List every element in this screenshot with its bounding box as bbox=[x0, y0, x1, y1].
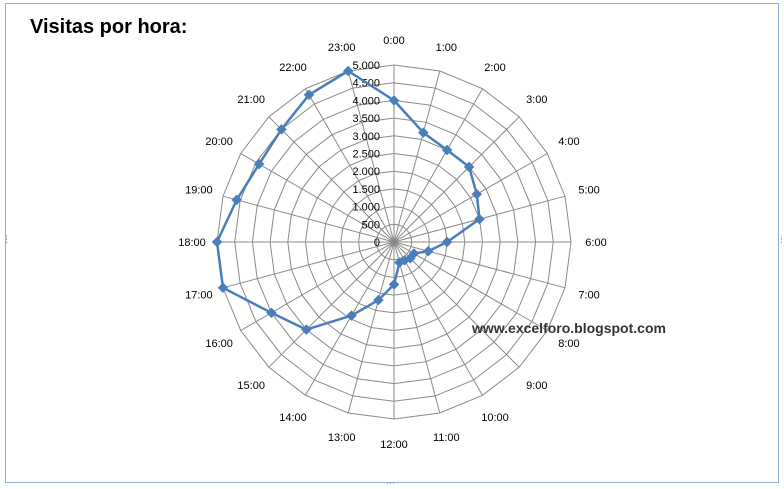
radial-axis-line bbox=[305, 88, 395, 243]
category-label: 23:00 bbox=[328, 42, 356, 54]
category-label: 19:00 bbox=[185, 185, 213, 197]
value-tick-label: 500 bbox=[362, 219, 380, 231]
radial-axis-line bbox=[393, 241, 520, 368]
radial-axis-line bbox=[347, 241, 395, 414]
radial-axis-line bbox=[268, 241, 395, 368]
chart-title: Visitas por hora: bbox=[30, 16, 188, 38]
radial-axis-line bbox=[393, 241, 483, 396]
data-point-marker bbox=[441, 236, 453, 248]
category-label: 12:00 bbox=[380, 439, 408, 451]
data-point-marker bbox=[471, 188, 483, 200]
data-point-marker bbox=[441, 144, 453, 156]
data-point-marker bbox=[231, 194, 243, 206]
category-label: 7:00 bbox=[578, 289, 599, 301]
category-label: 2:00 bbox=[484, 62, 505, 74]
category-label: 0:00 bbox=[383, 35, 404, 47]
category-label: 6:00 bbox=[585, 237, 606, 249]
category-label: 20:00 bbox=[205, 136, 233, 148]
category-label: 16:00 bbox=[205, 338, 233, 350]
resize-handle-bottom[interactable]: ⋯ bbox=[386, 479, 395, 489]
category-label: 1:00 bbox=[436, 42, 457, 54]
category-label: 8:00 bbox=[558, 338, 579, 350]
radial-axis-line bbox=[393, 241, 548, 331]
radial-axis-line bbox=[393, 153, 548, 243]
data-point-marker bbox=[394, 257, 405, 268]
radial-axis-line bbox=[393, 70, 441, 243]
radial-axis-line bbox=[393, 116, 520, 243]
data-point-marker bbox=[217, 282, 229, 294]
radial-axis-line bbox=[222, 241, 395, 289]
value-tick-label: 0 bbox=[374, 237, 380, 249]
category-label: 18:00 bbox=[178, 237, 206, 249]
data-point-marker bbox=[417, 127, 429, 138]
category-label: 3:00 bbox=[526, 94, 547, 106]
resize-handle-left[interactable]: ⋮ bbox=[2, 235, 11, 245]
value-tick-label: 1.500 bbox=[352, 184, 380, 196]
radial-axis-line bbox=[347, 70, 395, 243]
data-point-marker bbox=[342, 65, 354, 77]
data-point-marker bbox=[276, 124, 287, 135]
value-tick-label: 3.000 bbox=[352, 131, 380, 143]
data-point-marker bbox=[422, 245, 434, 257]
series-line bbox=[215, 69, 481, 331]
category-label: 22:00 bbox=[279, 62, 307, 74]
value-tick-label: 3.500 bbox=[352, 113, 380, 125]
radial-axis-line bbox=[268, 116, 395, 243]
data-point-marker bbox=[266, 307, 277, 319]
data-point-marker bbox=[388, 279, 400, 290]
data-point-marker bbox=[303, 89, 315, 101]
data-point-marker bbox=[474, 213, 485, 225]
resize-handle-right[interactable]: ⋮ bbox=[777, 235, 784, 245]
data-point-marker bbox=[388, 95, 400, 106]
category-label: 15:00 bbox=[237, 380, 265, 392]
radial-axis-line bbox=[240, 241, 395, 331]
category-label: 4:00 bbox=[558, 136, 579, 148]
category-label: 13:00 bbox=[328, 432, 356, 444]
radial-axis-line bbox=[393, 241, 441, 414]
radial-axis-line bbox=[240, 153, 395, 243]
category-label: 9:00 bbox=[526, 380, 547, 392]
radial-axis-line bbox=[222, 195, 395, 243]
radial-axis-line bbox=[393, 241, 566, 289]
value-tick-label: 5.000 bbox=[352, 60, 380, 72]
category-label: 14:00 bbox=[279, 412, 307, 424]
value-tick-label: 1.000 bbox=[352, 202, 380, 214]
category-label: 21:00 bbox=[237, 94, 265, 106]
category-label: 17:00 bbox=[185, 289, 213, 301]
data-point-marker bbox=[301, 324, 312, 335]
data-point-marker bbox=[373, 294, 384, 306]
category-label: 10:00 bbox=[481, 412, 509, 424]
value-tick-label: 2.500 bbox=[352, 149, 380, 161]
radial-axis-line bbox=[393, 88, 483, 243]
data-point-marker bbox=[463, 161, 475, 173]
data-point-marker bbox=[346, 310, 357, 321]
value-tick-label: 4.000 bbox=[352, 95, 380, 107]
watermark-text: www.excelforo.blogspot.com bbox=[472, 320, 666, 336]
data-point-marker bbox=[253, 158, 265, 170]
category-label: 11:00 bbox=[433, 432, 460, 444]
data-point-marker bbox=[211, 236, 223, 248]
category-label: 5:00 bbox=[578, 185, 599, 197]
value-tick-label: 2.000 bbox=[352, 166, 380, 178]
